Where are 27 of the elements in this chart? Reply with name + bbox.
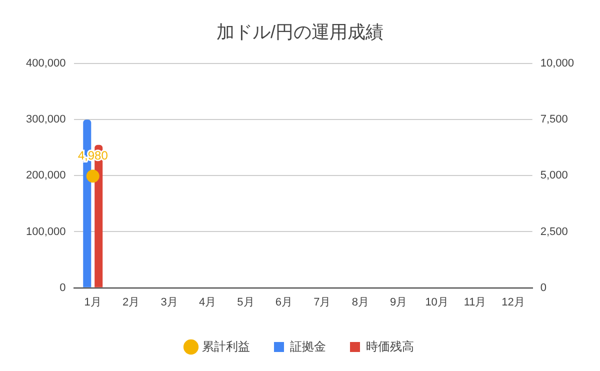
chart-title: 加ドル/円の運用成績 — [216, 22, 384, 42]
legend-label: 時価残高 — [366, 339, 414, 354]
y-tick-label: 200,000 — [26, 170, 66, 182]
y-tick-label: 0 — [60, 282, 66, 294]
x-tick-label: 12月 — [502, 296, 525, 308]
x-tick-label: 2月 — [122, 296, 140, 308]
x-tick-label: 7月 — [314, 296, 331, 308]
y-tick-label: 400,000 — [26, 58, 66, 70]
x-tick-label: 9月 — [390, 296, 408, 308]
y2-tick-label: 2,500 — [540, 226, 568, 238]
x-tick-label: 6月 — [275, 296, 293, 308]
legend-label: 累計利益 — [202, 339, 250, 354]
legend-label: 証拠金 — [290, 339, 326, 354]
x-tick-label: 10月 — [425, 296, 448, 308]
y2-tick-label: 0 — [540, 282, 546, 294]
x-tick-label: 8月 — [352, 296, 369, 308]
data-label: 4,980 — [78, 148, 108, 162]
y-tick-label: 300,000 — [26, 114, 66, 126]
x-tick-label: 11月 — [464, 296, 486, 308]
x-tick-label: 1月 — [84, 296, 102, 308]
y2-tick-label: 10,000 — [540, 58, 574, 70]
y-tick-label: 100,000 — [26, 226, 66, 238]
x-tick-label: 3月 — [160, 296, 178, 308]
y2-tick-label: 7,500 — [540, 114, 568, 126]
x-tick-label: 4月 — [198, 296, 216, 308]
y2-tick-label: 5,000 — [540, 170, 568, 182]
x-tick-label: 5月 — [237, 296, 254, 308]
